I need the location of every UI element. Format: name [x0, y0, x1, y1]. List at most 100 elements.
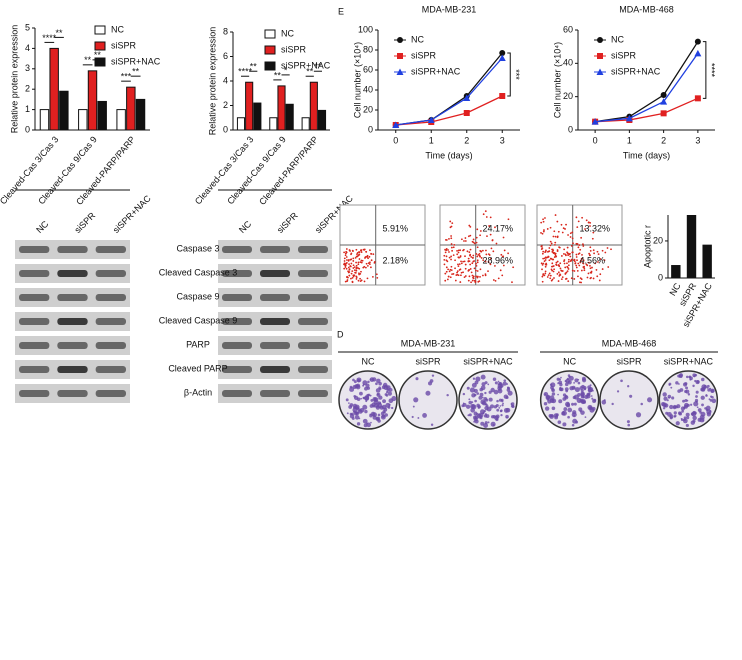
group-title: MDA-MB-231	[401, 338, 456, 348]
flow-event	[454, 259, 456, 262]
colony	[502, 402, 504, 405]
flow-event	[366, 254, 369, 257]
significance-label: **	[274, 70, 282, 80]
dish-label: siSPR	[415, 356, 441, 366]
blot-band	[95, 246, 126, 253]
flow-event	[563, 248, 566, 251]
flow-event	[476, 259, 479, 262]
colony	[700, 395, 705, 400]
colony	[478, 395, 483, 400]
flow-event	[481, 249, 484, 252]
blot-band	[298, 318, 328, 325]
flow-event	[564, 272, 567, 275]
flow-event	[564, 253, 567, 256]
significance-label: **	[306, 67, 314, 77]
colony	[362, 404, 368, 410]
colony	[565, 389, 569, 393]
colony	[551, 398, 557, 404]
flow-event	[490, 257, 492, 260]
dish	[398, 370, 458, 430]
colony	[364, 409, 368, 414]
flow-event	[479, 234, 482, 237]
flow-event	[357, 279, 360, 282]
flow-event	[576, 259, 578, 262]
flow-event	[589, 246, 592, 249]
flow-event	[345, 248, 348, 250]
colony	[375, 382, 378, 386]
flow-event	[445, 270, 448, 273]
flow-event	[344, 264, 347, 267]
colony	[501, 404, 504, 407]
flow-event	[491, 239, 494, 242]
flow-event	[562, 227, 565, 230]
colony	[564, 380, 567, 383]
flow-event	[591, 237, 594, 240]
colony	[701, 403, 704, 407]
bar	[135, 98, 146, 131]
dish	[599, 370, 659, 430]
flow-event	[488, 225, 491, 227]
colony	[477, 406, 480, 409]
flow-event	[466, 250, 469, 253]
flow-event	[593, 252, 595, 255]
flow-event	[584, 228, 586, 230]
colony	[385, 391, 389, 394]
colony	[412, 405, 415, 408]
blot-band	[222, 390, 252, 397]
flow-event	[475, 253, 478, 255]
y-tick-label: 2	[223, 100, 228, 110]
flow-event	[477, 253, 480, 256]
x-tick-label: Cleaved-PARP/PARP	[257, 134, 320, 206]
flow-event	[346, 276, 348, 279]
colony	[470, 403, 476, 409]
bar	[78, 109, 88, 131]
flow-event	[476, 261, 479, 264]
flow-event	[581, 216, 584, 219]
colony	[351, 412, 354, 416]
flow-event	[559, 274, 562, 276]
flow-event	[471, 279, 474, 282]
colony	[349, 386, 355, 392]
significance-label: **	[94, 50, 102, 60]
flow-event	[351, 276, 354, 279]
bar	[317, 109, 327, 131]
flow-event	[457, 274, 460, 277]
flow-event	[569, 236, 572, 238]
colony	[667, 411, 672, 417]
flow-event	[502, 236, 505, 239]
colony	[473, 388, 478, 393]
flow-event	[550, 279, 553, 282]
flow-event	[569, 252, 571, 255]
colony	[544, 406, 550, 411]
flow-event	[359, 277, 361, 280]
flow-event	[363, 265, 366, 268]
flow-event	[350, 262, 353, 265]
colony	[673, 404, 677, 409]
flow-event	[355, 275, 358, 278]
colony	[671, 396, 675, 400]
flow-event	[487, 261, 490, 263]
flow-event	[560, 278, 563, 281]
colony	[510, 402, 515, 406]
flow-event	[559, 267, 562, 270]
legend-label: siSPR+NAC	[111, 56, 161, 66]
flow-event	[445, 259, 448, 262]
flow-event	[460, 262, 463, 265]
flow-event	[549, 274, 552, 277]
blot-row-label: Caspase 3	[176, 243, 219, 253]
flow-event	[549, 240, 552, 243]
colony	[356, 422, 361, 426]
colony	[425, 390, 431, 396]
point	[694, 38, 701, 45]
flow-event	[597, 253, 600, 256]
flow-event	[368, 255, 371, 258]
blot-band	[95, 270, 126, 277]
colony	[616, 390, 620, 393]
flow-event	[467, 279, 470, 282]
flow-event	[581, 253, 583, 256]
colony	[702, 419, 704, 422]
colony	[356, 397, 361, 402]
flow-event	[580, 236, 583, 239]
flow-event	[460, 274, 462, 277]
flow-event	[587, 272, 590, 275]
